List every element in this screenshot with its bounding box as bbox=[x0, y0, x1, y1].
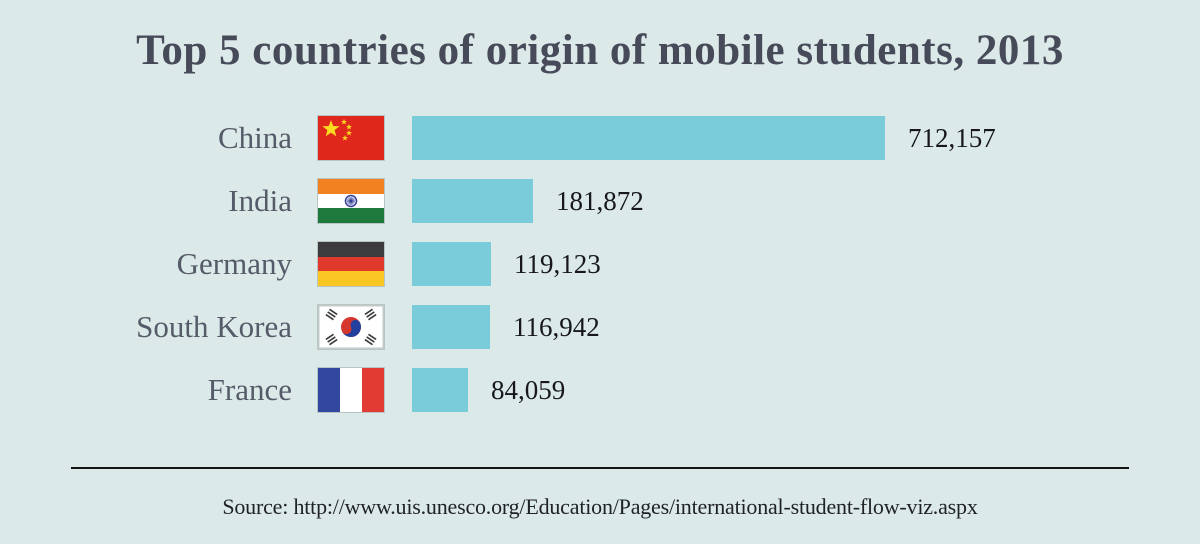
country-label: France bbox=[207, 372, 292, 408]
value-label: 181,872 bbox=[556, 185, 644, 216]
value-bar bbox=[412, 179, 533, 224]
bar-row-india: India 181,872 bbox=[0, 179, 1200, 224]
value-label: 119,123 bbox=[514, 248, 601, 279]
value-bar bbox=[412, 242, 491, 287]
bar-chart: China 712,157 India bbox=[0, 116, 1200, 413]
country-label: India bbox=[228, 183, 292, 219]
bar-row-china: China 712,157 bbox=[0, 116, 1200, 161]
france-flag-icon bbox=[318, 368, 384, 413]
bar-row-south-korea: South Korea bbox=[0, 305, 1200, 350]
china-flag-icon bbox=[318, 116, 384, 161]
value-bar bbox=[412, 116, 885, 161]
country-label: China bbox=[217, 120, 292, 156]
country-label: South Korea bbox=[136, 309, 292, 345]
bar-row-france: France 84,059 bbox=[0, 368, 1200, 413]
value-label: 116,942 bbox=[513, 311, 600, 342]
value-label: 712,157 bbox=[908, 122, 996, 153]
divider-line bbox=[71, 467, 1129, 470]
country-label: Germany bbox=[176, 246, 292, 282]
germany-flag-icon bbox=[318, 242, 384, 287]
value-bar bbox=[412, 305, 490, 350]
bar-row-germany: Germany 119,123 bbox=[0, 242, 1200, 287]
value-label: 84,059 bbox=[491, 374, 566, 405]
page-background: Top 5 countries of origin of mobile stud… bbox=[0, 25, 1200, 544]
india-flag-icon bbox=[318, 179, 384, 224]
chart-title: Top 5 countries of origin of mobile stud… bbox=[136, 27, 1064, 74]
source-text: Source: http://www.uis.unesco.org/Educat… bbox=[222, 494, 978, 520]
value-bar bbox=[412, 368, 468, 413]
south-korea-flag-icon bbox=[318, 305, 384, 350]
